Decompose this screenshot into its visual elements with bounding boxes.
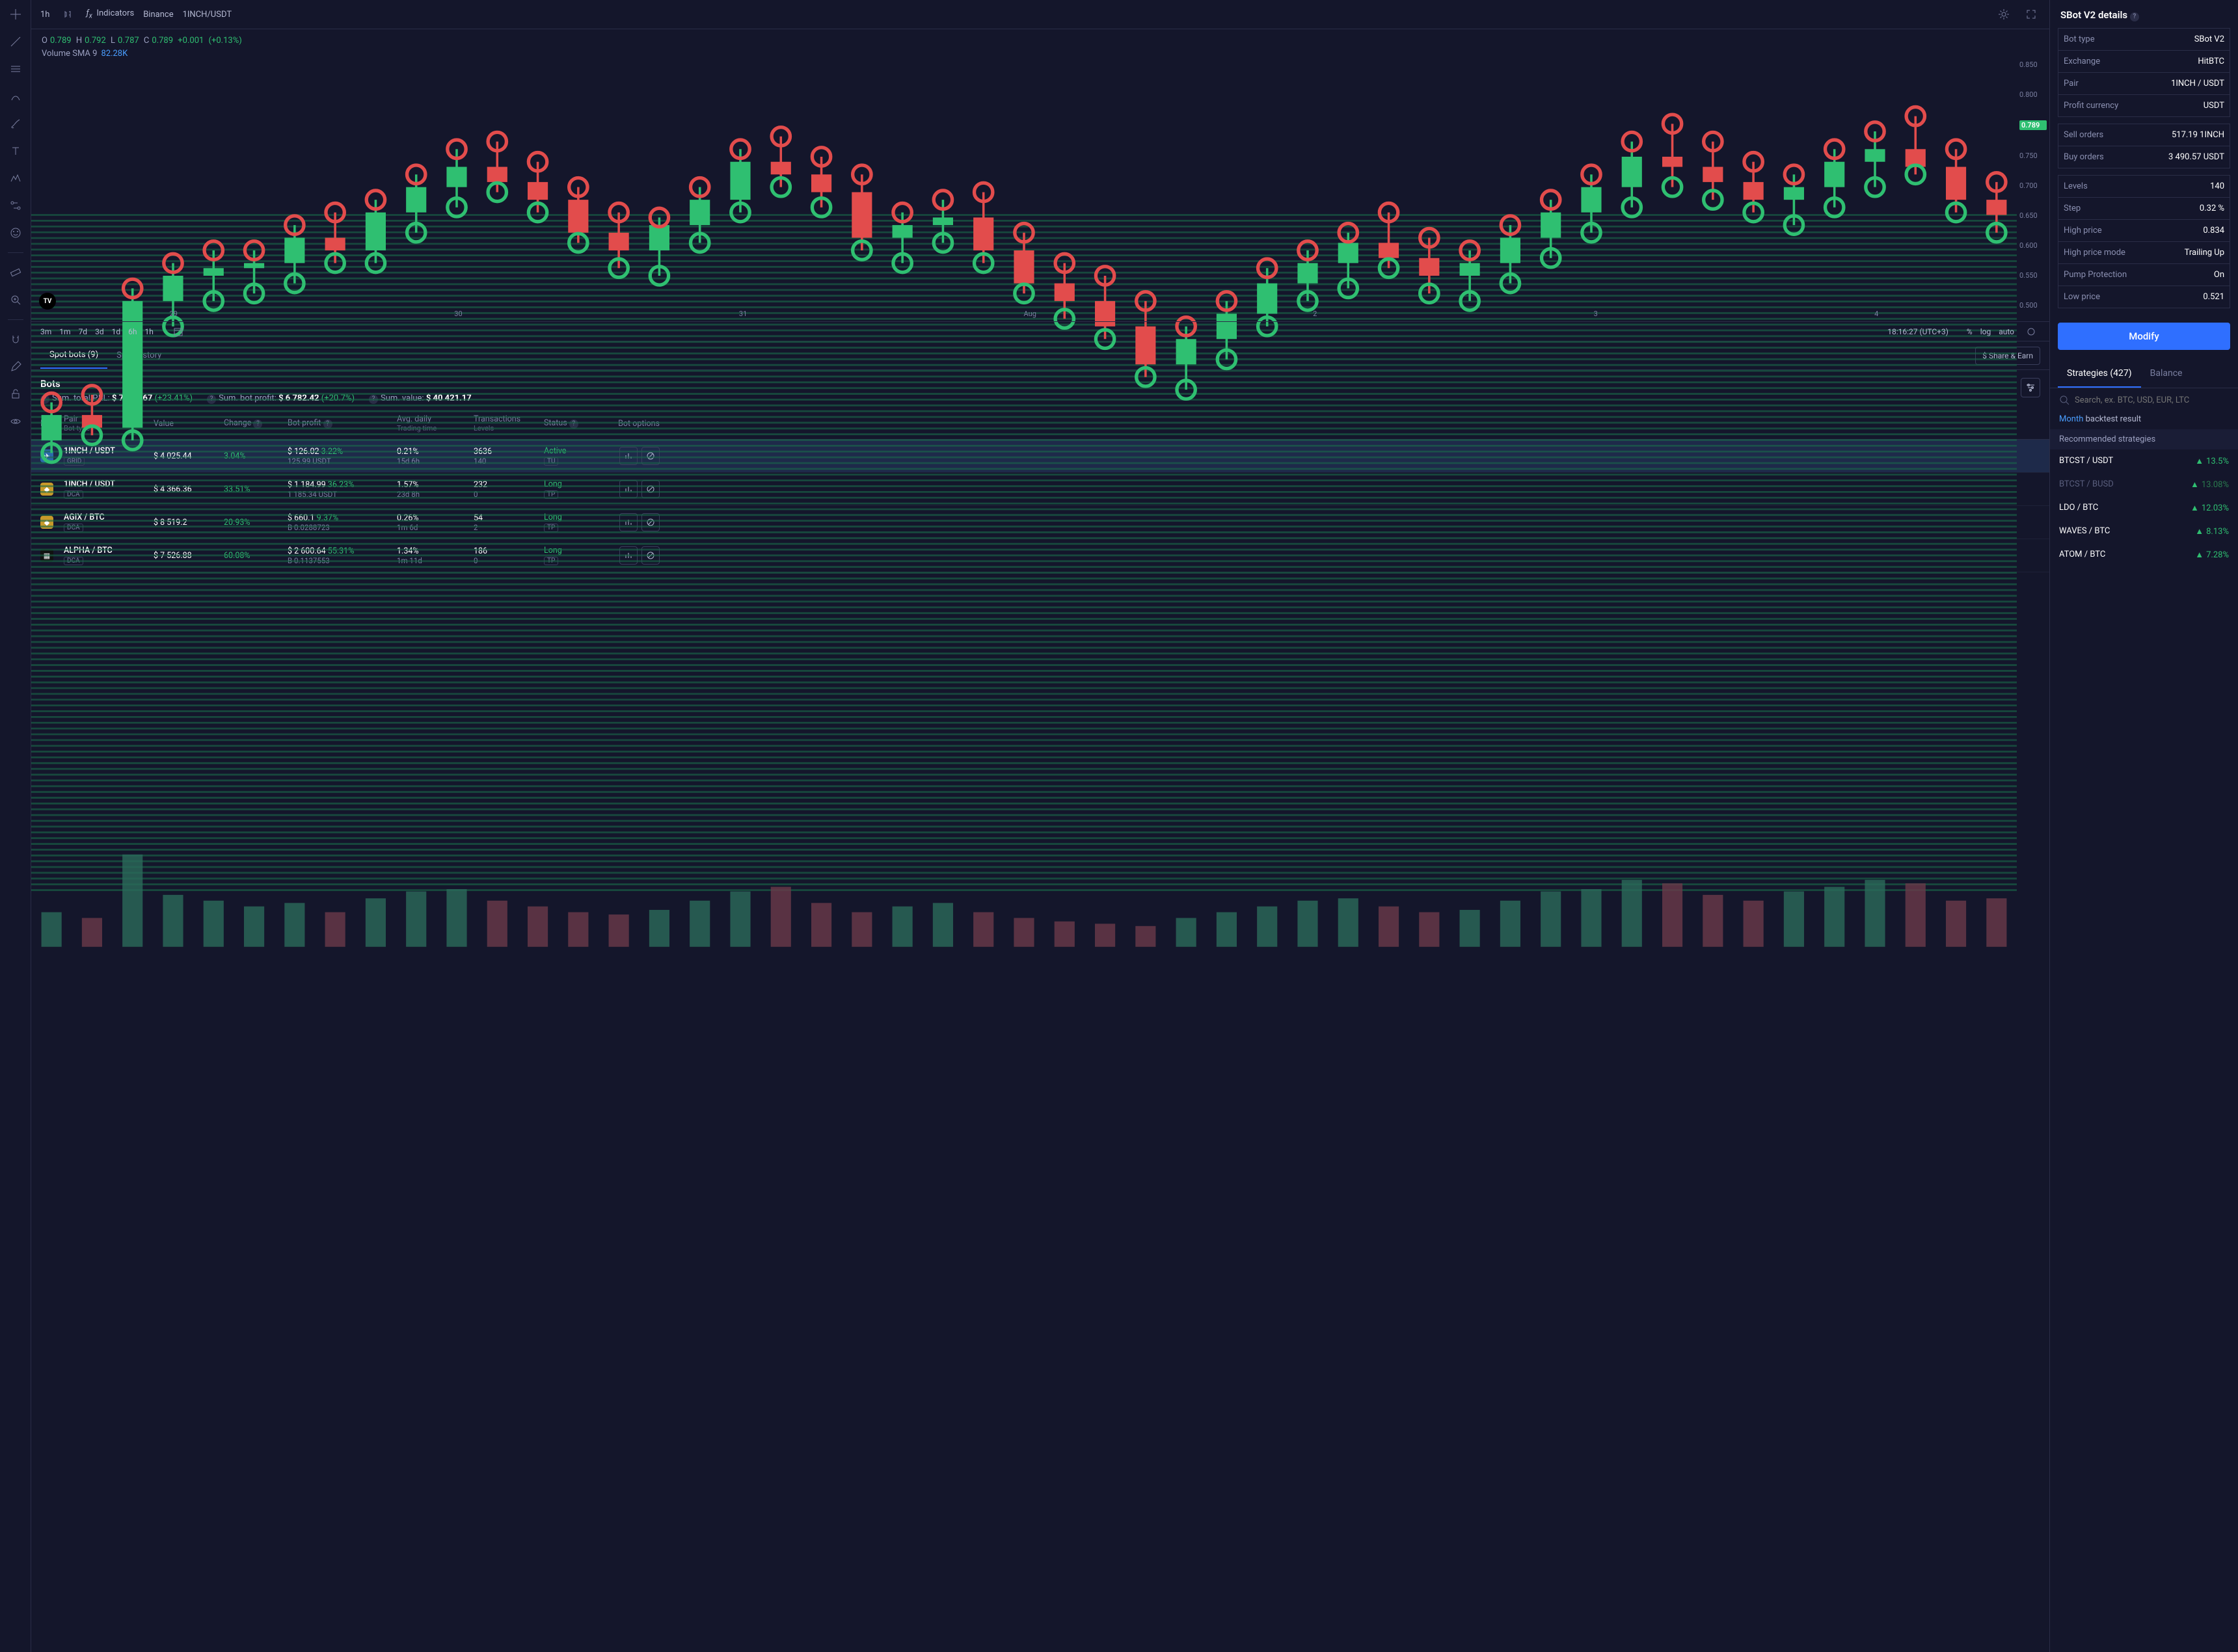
tab-strategies[interactable]: Strategies (427) [2058, 360, 2141, 388]
long-position-tool-icon[interactable] [7, 196, 25, 215]
ohlc-readout: O0.789 H0.792 L0.787 C0.789 +0.001 (+0.1… [42, 36, 245, 46]
chart-toolbar: 1h ƒx Indicators Binance 1INCH/USDT [31, 0, 2049, 29]
indicators-button[interactable]: ƒx Indicators [86, 8, 134, 20]
text-tool-icon[interactable] [7, 142, 25, 160]
detail-row: Buy orders3 490.57 USDT [2058, 146, 2230, 168]
time-axis: 293031Aug234 [31, 310, 2017, 321]
emoji-tool-icon[interactable] [7, 224, 25, 242]
detail-row: Levels140 [2058, 175, 2230, 197]
strategy-row[interactable]: BTCST / USDT▲13.5% [2050, 449, 2238, 473]
axis-%[interactable]: % [1967, 327, 1973, 336]
goto-date-icon[interactable] [169, 323, 187, 341]
tab-balance[interactable]: Balance [2141, 360, 2192, 388]
clock-label: 18:16:27 (UTC+3) [1887, 327, 1948, 336]
strategy-row[interactable]: ATOM / BTC▲7.28% [2050, 543, 2238, 566]
detail-row: Bot typeSBot V2 [2058, 28, 2230, 50]
trendline-tool-icon[interactable] [7, 33, 25, 51]
strategy-row[interactable]: WAVES / BTC▲8.13% [2050, 520, 2238, 543]
strategy-search [2050, 388, 2238, 412]
recommended-header: Recommended strategies [2050, 429, 2238, 449]
strategy-row[interactable]: BTCST / BUSD▲13.08% [2050, 473, 2238, 496]
detail-row: High price0.834 [2058, 219, 2230, 241]
zoom-tool-icon[interactable] [7, 291, 25, 309]
pitchfork-tool-icon[interactable] [7, 87, 25, 105]
symbol-label[interactable]: 1INCH/USDT [183, 10, 232, 20]
detail-row: Pair1INCH / USDT [2058, 72, 2230, 94]
timeframe-3m[interactable]: 3m [40, 327, 51, 336]
brush-tool-icon[interactable] [7, 114, 25, 133]
axis-auto[interactable]: auto [1999, 327, 2014, 336]
magnet-tool-icon[interactable] [7, 330, 25, 349]
price-axis: 0.8500.8000.7890.7500.7000.6500.6000.550… [2017, 60, 2049, 310]
search-icon [2059, 395, 2069, 405]
backtest-label: Month backtest result [2050, 412, 2238, 429]
strategy-row[interactable]: LDO / BTC▲12.03% [2050, 496, 2238, 520]
detail-row: ExchangeHitBTC [2058, 50, 2230, 72]
timeframe-1d[interactable]: 1d [112, 327, 121, 336]
drawing-tool-rail [0, 0, 31, 1652]
crosshair-tool-icon[interactable] [7, 5, 25, 23]
axis-log[interactable]: log [1980, 327, 1991, 336]
timeframe-7d[interactable]: 7d [79, 327, 88, 336]
price-chart-svg [31, 60, 2017, 947]
lock-tool-icon[interactable] [7, 385, 25, 403]
timeframe-6h[interactable]: 6h [128, 327, 137, 336]
eye-tool-icon[interactable] [7, 412, 25, 431]
timeframe-1m[interactable]: 1m [59, 327, 70, 336]
timeframe-selector[interactable]: 1h [40, 10, 49, 20]
timeframe-1h[interactable]: 1h [144, 327, 153, 336]
right-tab-bar: Strategies (427) Balance [2050, 360, 2238, 388]
tradingview-badge-icon: TV [39, 293, 56, 310]
fullscreen-icon[interactable] [2022, 5, 2040, 23]
chart-footer: 3m 1m 7d 3d 1d 6h 1h 18:16:27 (UTC+3) % logauto [31, 321, 2049, 341]
details-title: SBot V2 details ? [2050, 0, 2238, 28]
detail-row: Pump ProtectionOn [2058, 263, 2230, 286]
pattern-tool-icon[interactable] [7, 169, 25, 187]
exchange-label[interactable]: Binance [143, 10, 173, 20]
settings-icon[interactable] [1995, 5, 2013, 23]
strategy-search-input[interactable] [2075, 395, 2229, 405]
edit-tool-icon[interactable] [7, 358, 25, 376]
detail-row: High price modeTrailing Up [2058, 241, 2230, 263]
ruler-tool-icon[interactable] [7, 263, 25, 282]
timeframe-3d[interactable]: 3d [95, 327, 104, 336]
detail-row: Sell orders517.19 1INCH [2058, 124, 2230, 146]
chart-area[interactable]: O0.789 H0.792 L0.787 C0.789 +0.001 (+0.1… [31, 29, 2049, 341]
bot-details-panel: SBot V2 details ? Bot typeSBot V2Exchang… [2049, 0, 2238, 1652]
horizontal-lines-tool-icon[interactable] [7, 60, 25, 78]
detail-row: Step0.32 % [2058, 197, 2230, 219]
filter-button[interactable] [2021, 378, 2040, 397]
help-icon[interactable]: ? [2130, 12, 2139, 21]
detail-row: Low price0.521 [2058, 286, 2230, 308]
axis-settings-icon[interactable] [2022, 323, 2040, 341]
modify-button[interactable]: Modify [2058, 323, 2230, 350]
candlestick-type-icon[interactable] [59, 5, 77, 23]
detail-row: Profit currencyUSDT [2058, 94, 2230, 117]
volume-readout: Volume SMA 982.28K [42, 49, 128, 59]
